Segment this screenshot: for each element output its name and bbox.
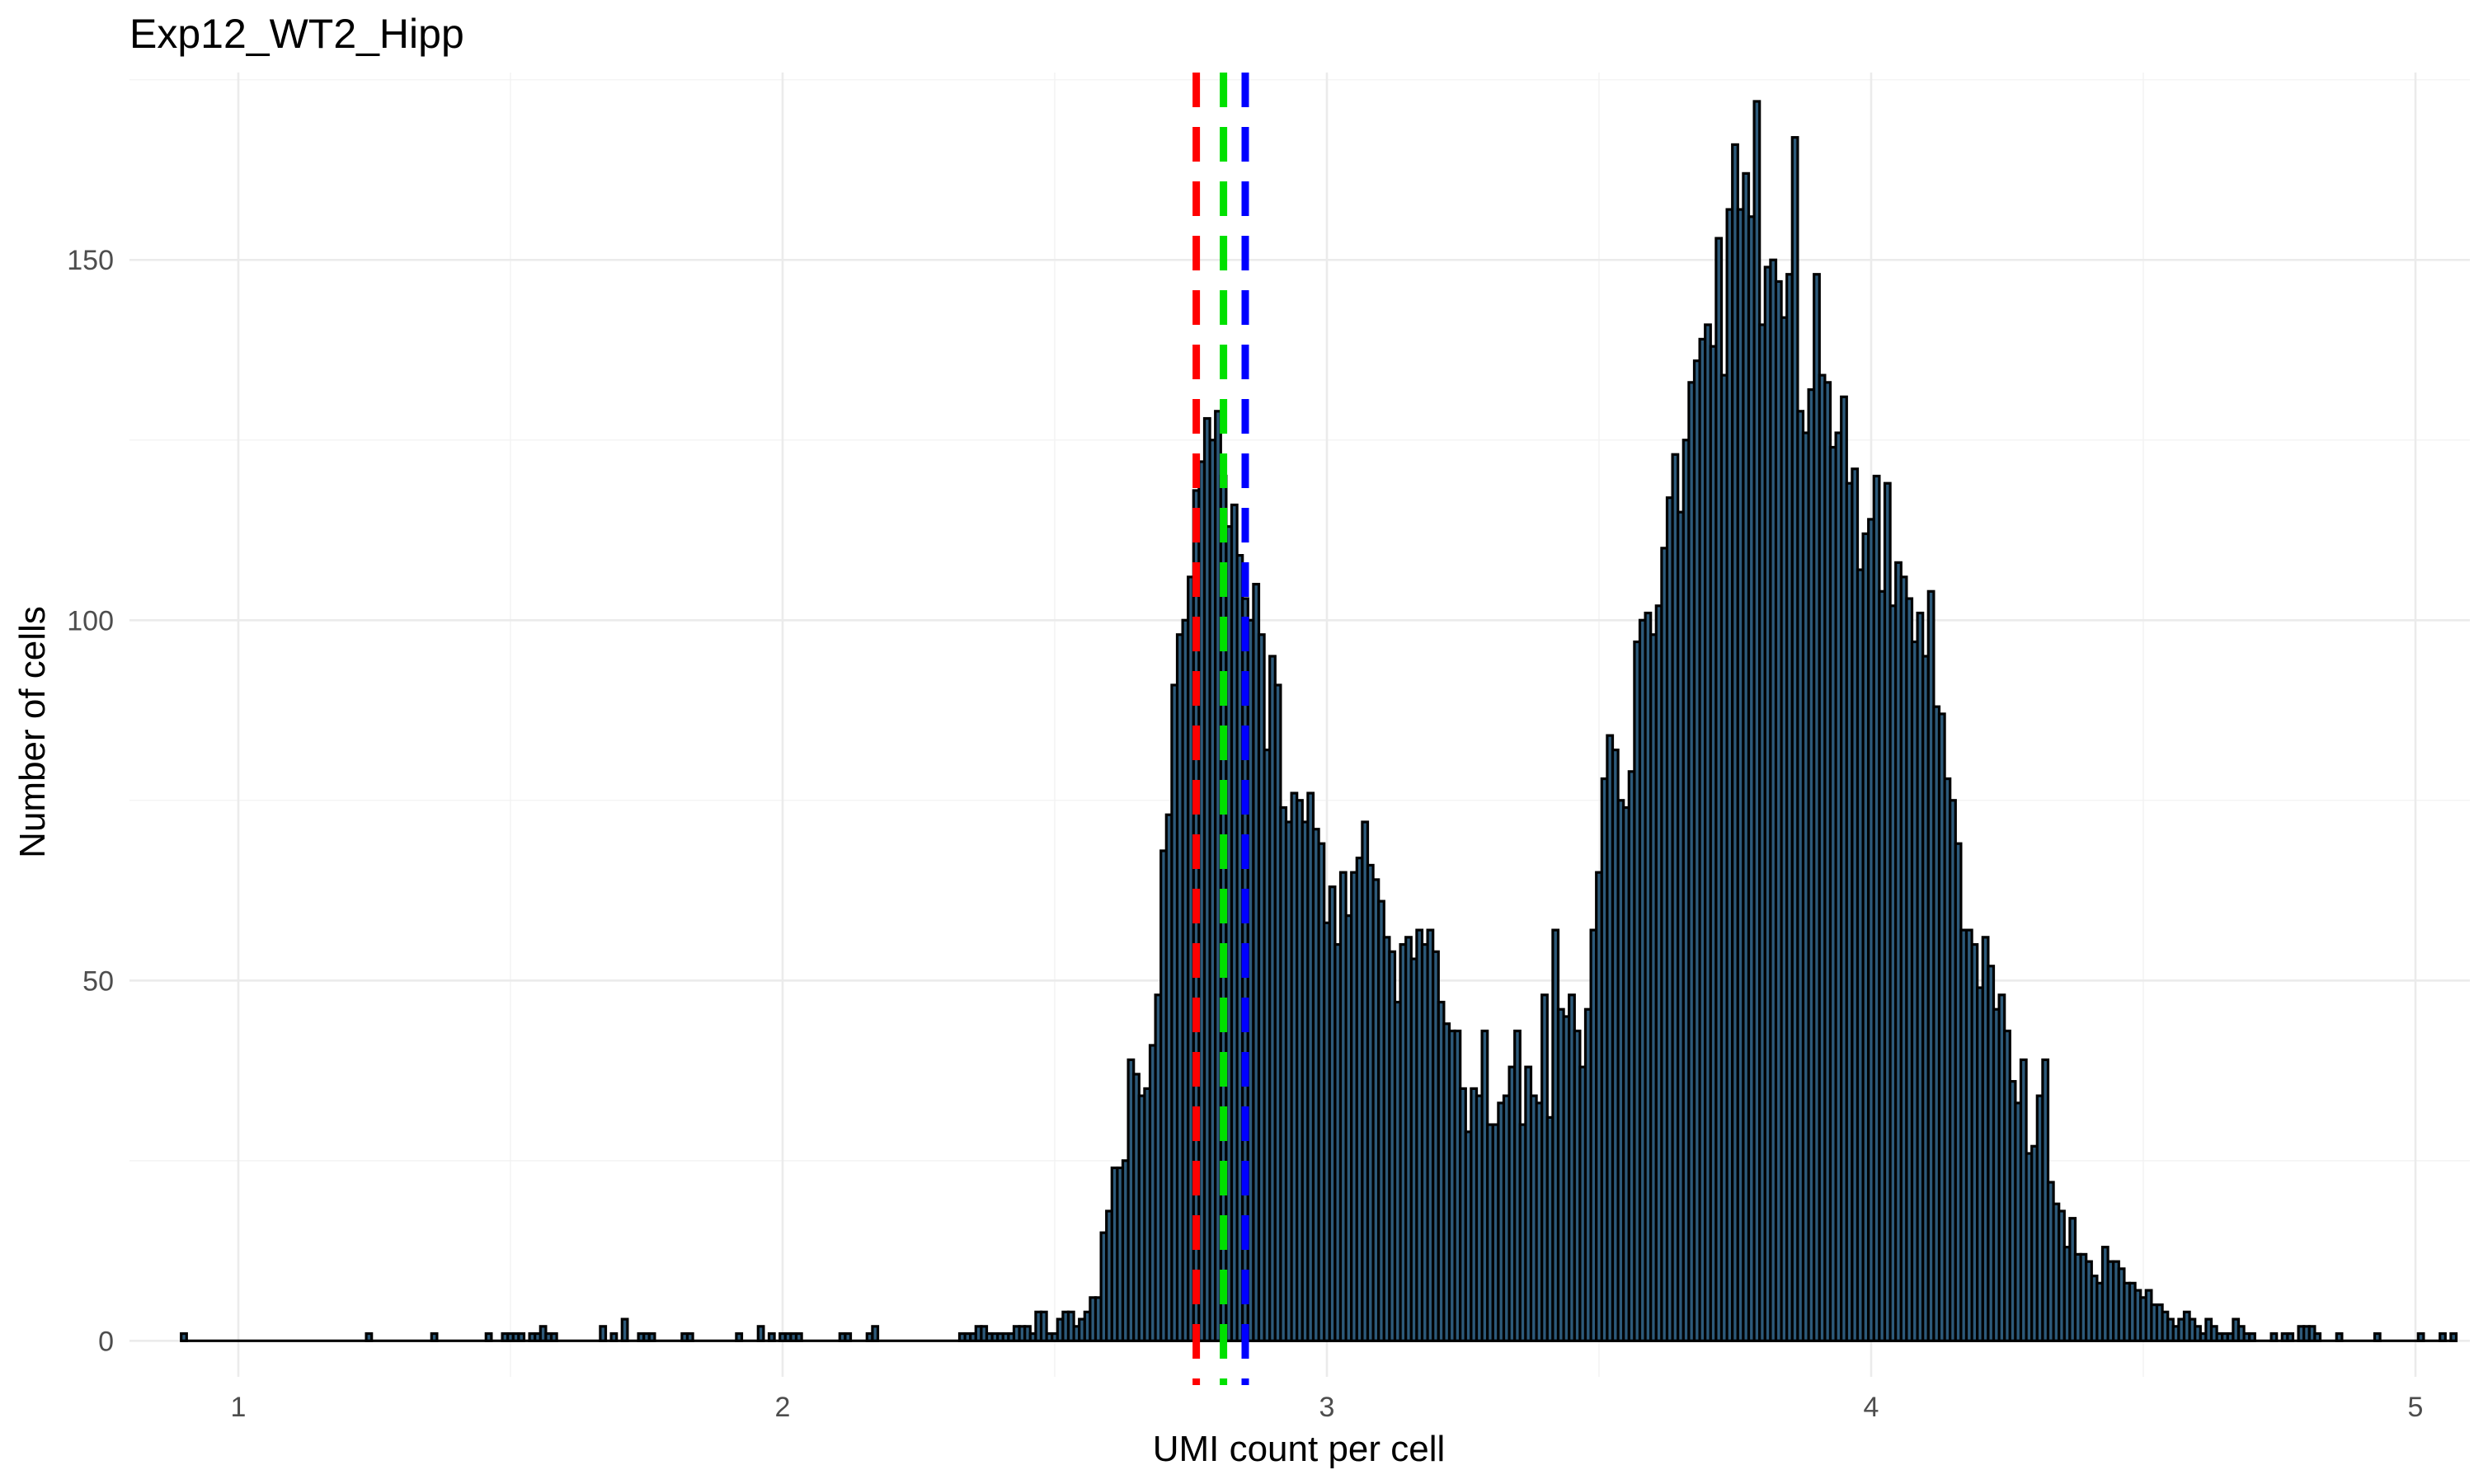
histogram-bar xyxy=(1039,1310,1048,1342)
histogram-bar xyxy=(609,1331,618,1342)
histogram-bar xyxy=(844,1331,853,1342)
y-tick-label: 0 xyxy=(98,1326,114,1357)
y-axis-ticks: 0 50 100 150 xyxy=(67,245,114,1357)
histogram-bar xyxy=(365,1331,374,1342)
y-tick-label: 150 xyxy=(67,245,114,276)
threshold-lines xyxy=(1192,73,1249,1385)
histogram-bar xyxy=(2439,1331,2447,1342)
histogram-bar xyxy=(620,1317,629,1342)
histogram-bar xyxy=(180,1331,188,1342)
x-tick-label: 1 xyxy=(231,1392,247,1423)
histogram-bar xyxy=(549,1331,558,1342)
chart-title: Exp12_WT2_Hipp xyxy=(129,11,464,57)
histogram-bar xyxy=(2313,1331,2322,1342)
histogram-bar xyxy=(430,1331,439,1342)
histogram-bar xyxy=(685,1331,694,1342)
histogram-bar xyxy=(647,1331,656,1342)
y-axis-title: Number of cells xyxy=(12,606,53,858)
x-tick-label: 5 xyxy=(2408,1392,2424,1423)
histogram-bar xyxy=(767,1331,776,1342)
histogram-bar xyxy=(2269,1331,2279,1342)
histogram-bar xyxy=(2416,1331,2425,1342)
histogram-bar xyxy=(517,1331,526,1342)
histogram-bar xyxy=(484,1331,493,1342)
x-axis-ticks: 1 2 3 4 5 xyxy=(231,1392,2424,1423)
y-tick-label: 100 xyxy=(67,605,114,636)
y-tick-label: 50 xyxy=(82,965,114,997)
histogram-bar xyxy=(2449,1331,2458,1342)
histogram-bar xyxy=(756,1325,765,1342)
x-tick-label: 4 xyxy=(1864,1392,1879,1423)
histogram-bar xyxy=(2286,1331,2295,1342)
histogram-bars xyxy=(180,100,2458,1342)
histogram-bar xyxy=(735,1331,744,1342)
histogram-bar xyxy=(2335,1331,2344,1342)
x-tick-label: 3 xyxy=(1319,1392,1335,1423)
histogram-bar xyxy=(599,1325,608,1342)
histogram-bar xyxy=(2373,1331,2382,1342)
x-tick-label: 2 xyxy=(775,1392,791,1423)
histogram-bar xyxy=(794,1331,803,1342)
x-axis-title: UMI count per cell xyxy=(1153,1429,1446,1469)
histogram-bar xyxy=(2248,1331,2256,1342)
histogram-bar xyxy=(871,1325,880,1342)
